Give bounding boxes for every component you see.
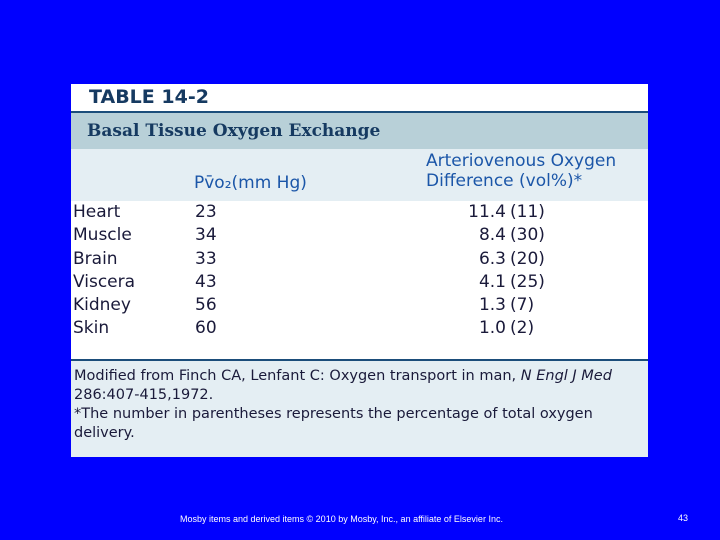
cell-avd: 4.1	[478, 271, 506, 292]
table-body: Heart 23 11.4 (11) Muscle 34 8.4 (30) Br…	[71, 201, 648, 341]
cell-pct: (11)	[510, 202, 545, 222]
cell-pvo2: 56	[195, 295, 217, 316]
table-title: Basal Tissue Oxygen Exchange	[71, 113, 648, 149]
footnote-source-prefix: Modified from Finch CA, Lenfant C: Oxyge…	[74, 368, 521, 384]
cell-pvo2: 33	[195, 248, 217, 269]
cell-tissue: Muscle	[73, 225, 132, 246]
table-row: Viscera 43 4.1 (25)	[71, 271, 648, 294]
table-label: TABLE 14-2	[71, 84, 213, 111]
table-row: Skin 60 1.0 (2)	[71, 317, 648, 340]
cell-pct: (20)	[510, 248, 545, 269]
cell-avd: 8.4	[478, 225, 506, 246]
table-row: Heart 23 11.4 (11)	[71, 201, 648, 224]
footnote-journal: N Engl J Med	[520, 368, 612, 384]
table-footnote: Modified from Finch CA, Lenfant C: Oxyge…	[71, 359, 648, 457]
cell-pct: (30)	[510, 225, 545, 246]
cell-pct: (2)	[510, 318, 535, 339]
cell-tissue: Kidney	[73, 295, 131, 316]
cell-avd: 1.0	[478, 318, 506, 339]
cell-tissue: Brain	[73, 248, 118, 269]
cell-pvo2: 34	[195, 225, 217, 246]
footnote-source-suffix: 286:407-415,1972.	[74, 387, 214, 403]
table-header: Pv̄o₂(mm Hg) Arteriovenous Oxygen Differ…	[71, 149, 648, 201]
footnote-note: *The number in parentheses represents th…	[74, 406, 593, 441]
cell-tissue: Heart	[73, 202, 121, 222]
cell-pct: (25)	[510, 271, 545, 292]
header-avd-line1: Arteriovenous Oxygen	[426, 151, 617, 171]
cell-avd: 1.3	[478, 295, 506, 316]
cell-avd: 6.3	[478, 248, 506, 269]
header-pvo2: Pv̄o₂(mm Hg)	[194, 173, 307, 193]
footnote-source: Modified from Finch CA, Lenfant C: Oxyge…	[74, 367, 642, 405]
copyright-footer: Mosby items and derived items © 2010 by …	[180, 514, 503, 524]
cell-avd: 11.4	[468, 202, 506, 222]
table-row: Brain 33 6.3 (20)	[71, 248, 648, 271]
table-figure: TABLE 14-2 Basal Tissue Oxygen Exchange …	[71, 84, 648, 457]
page-number: 43	[678, 513, 689, 523]
table-tab-strip	[213, 84, 648, 111]
title-divider	[71, 111, 648, 113]
cell-pvo2: 43	[195, 271, 217, 292]
cell-pct: (7)	[510, 295, 535, 316]
table-row: Kidney 56 1.3 (7)	[71, 294, 648, 317]
cell-tissue: Viscera	[73, 271, 136, 292]
header-avd: Arteriovenous Oxygen Difference (vol%)*	[426, 151, 646, 191]
cell-pvo2: 23	[195, 202, 217, 222]
cell-pvo2: 60	[195, 318, 217, 339]
cell-tissue: Skin	[73, 318, 110, 339]
table-row: Muscle 34 8.4 (30)	[71, 224, 648, 247]
header-avd-line2: Difference (vol%)*	[426, 171, 583, 191]
